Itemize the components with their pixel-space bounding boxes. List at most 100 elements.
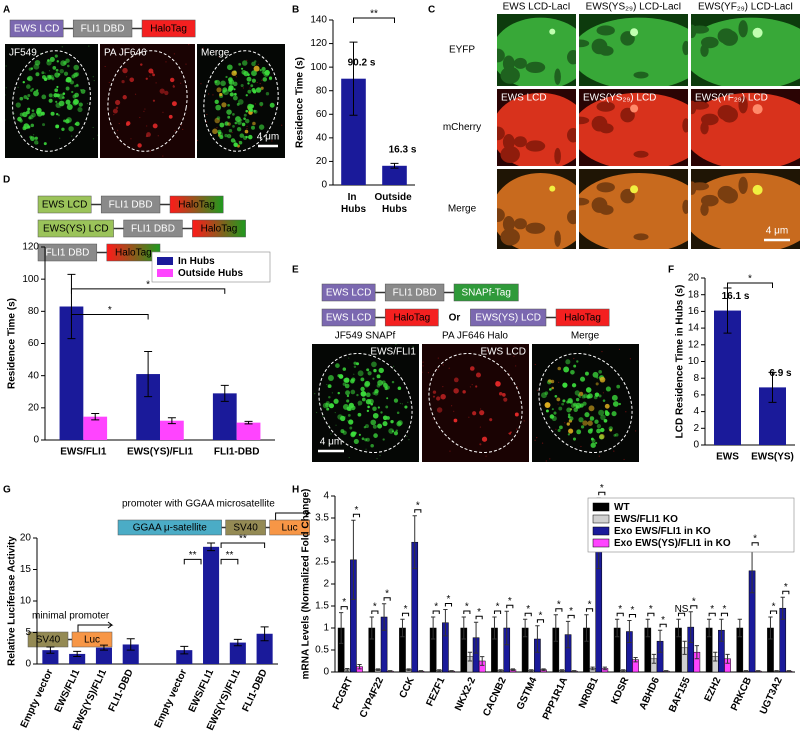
fluorescent-spot [52, 66, 57, 70]
fluorescent-spot [68, 126, 74, 132]
fluorescent-spot [573, 407, 578, 413]
background-speckle [536, 389, 539, 391]
background-speckle [376, 457, 378, 460]
background-speckle [330, 433, 332, 435]
image-group [314, 344, 419, 462]
nucleolus [700, 36, 719, 49]
fluorescent-spot [568, 428, 574, 434]
background-speckle [598, 455, 600, 457]
fluorescent-spot [589, 416, 595, 421]
background-speckle [202, 47, 204, 49]
background-speckle [5, 94, 6, 96]
construct-label: EWS(YS) LCD [43, 224, 109, 235]
background-speckle [157, 135, 159, 137]
background-speckle [162, 155, 164, 157]
construct-domain [384, 283, 445, 302]
fluorescent-spot [357, 370, 364, 377]
error-bar [73, 650, 82, 657]
construct-label: FLI1 DBD [131, 224, 175, 235]
significance-bracket [353, 17, 395, 23]
significance-label: * [600, 483, 604, 494]
background-speckle [104, 65, 106, 68]
construct-label: Luc [282, 523, 298, 534]
hub-spot [752, 27, 763, 38]
background-speckle [346, 420, 349, 422]
error-bar [220, 384, 229, 402]
nucleolus [633, 71, 649, 79]
significance-label: * [373, 602, 377, 613]
construct-label: SV40 [36, 635, 61, 646]
fluorescent-spot [514, 412, 519, 417]
background-speckle [13, 113, 15, 115]
nucleus-outline [318, 352, 413, 454]
y-tick-label: 60 [28, 338, 40, 349]
error-bar [657, 629, 663, 653]
background-speckle [618, 348, 621, 350]
fluorescent-spot [390, 419, 394, 424]
background-speckle [149, 150, 151, 152]
fluorescent-spot [47, 59, 50, 62]
nucleolus [513, 218, 527, 230]
significance-bracket [567, 614, 575, 619]
fluorescent-spot [48, 98, 53, 103]
fluorescent-spot [27, 125, 31, 129]
fluorescent-spot [337, 414, 343, 420]
fluorescent-spot [584, 371, 589, 376]
background-speckle [448, 367, 450, 369]
significance-label: * [710, 604, 714, 615]
background-speckle [468, 416, 470, 418]
background-speckle [130, 138, 132, 140]
fluorescent-spot [548, 379, 552, 383]
image-label: PA JF646 [104, 48, 147, 59]
error-bar [351, 519, 356, 600]
image-inner-label: EWS LCD [501, 93, 547, 104]
background-speckle [401, 403, 403, 405]
background-speckle [165, 61, 167, 63]
significance-label: * [342, 597, 346, 608]
background-speckle [134, 93, 137, 95]
error-bar [244, 420, 253, 425]
fluorescent-spot [592, 371, 599, 378]
y-tick-label: 40 [316, 132, 328, 143]
fluorescent-spot [42, 123, 46, 127]
fluorescent-spot [436, 407, 443, 413]
significance-bracket [659, 623, 667, 628]
image-inner-label: EWS(YF₂₉) LCD [695, 93, 768, 104]
background-speckle [508, 373, 511, 375]
significance-bracket [463, 610, 471, 614]
background-speckle [437, 357, 439, 359]
nucleolus [497, 208, 505, 223]
background-speckle [208, 93, 210, 95]
fluorescent-spot [56, 60, 59, 63]
fluorescent-spot [60, 60, 67, 67]
fluorescent-spot [569, 400, 574, 405]
background-speckle [180, 82, 182, 84]
fluorescent-spot [49, 74, 54, 80]
construct-domain [9, 19, 64, 38]
fluorescent-spot [243, 117, 246, 121]
background-speckle [271, 140, 273, 142]
fluorescent-spot [236, 102, 240, 106]
nucleus-outline [538, 352, 633, 454]
image-label: JF549 [9, 48, 37, 59]
fluorescent-spot [61, 127, 65, 131]
fluorescent-spot [562, 382, 568, 388]
image-background [422, 344, 529, 462]
bar [256, 633, 273, 664]
construct-title: promoter with GGAA microsatellite [122, 499, 275, 510]
background-speckle [174, 130, 176, 132]
error-bar [719, 618, 724, 642]
significance-label: * [557, 599, 561, 610]
fluorescent-spot [344, 377, 350, 383]
nucleolus [620, 188, 635, 204]
image-group [197, 47, 283, 152]
error-bar [443, 609, 448, 637]
fluorescent-spot [380, 411, 383, 414]
fluorescent-spot [66, 117, 72, 123]
nucleus [497, 17, 576, 86]
fluorescent-spot [348, 419, 354, 425]
background-speckle [613, 450, 615, 452]
panel-letter: B [292, 5, 299, 16]
legend-swatch [157, 257, 173, 265]
fluorescent-spot [373, 433, 378, 438]
